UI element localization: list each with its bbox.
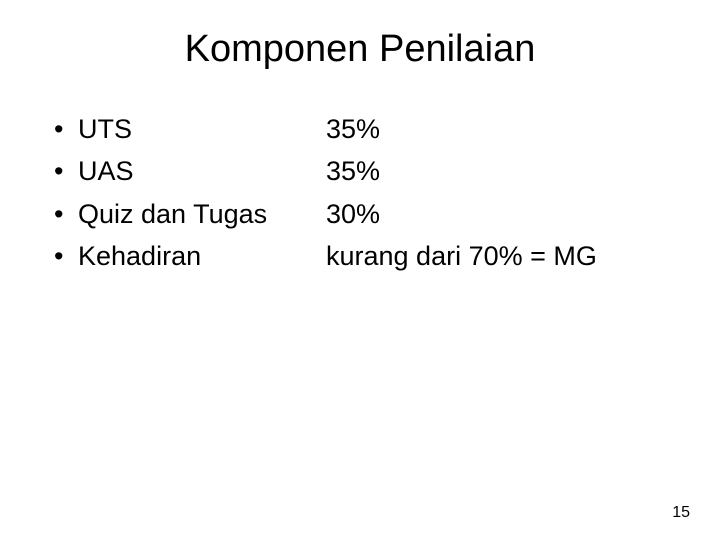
bullet-list: • UTS 35% • UAS 35% • Quiz dan Tugas 30%… (40, 111, 680, 275)
list-item: • Quiz dan Tugas 30% (50, 196, 680, 232)
list-item-value: kurang dari 70% = MG (326, 238, 680, 274)
bullet-icon: • (50, 111, 78, 147)
list-item-value: 35% (326, 153, 680, 189)
bullet-icon: • (50, 196, 78, 232)
page-number: 15 (672, 504, 690, 522)
list-item: • UTS 35% (50, 111, 680, 147)
slide: Komponen Penilaian • UTS 35% • UAS 35% •… (0, 0, 720, 540)
bullet-icon: • (50, 238, 78, 274)
list-item-label: UTS (78, 111, 326, 147)
list-item: • UAS 35% (50, 153, 680, 189)
list-item-label: Quiz dan Tugas (78, 196, 326, 232)
list-item-value: 30% (326, 196, 680, 232)
list-item-label: UAS (78, 153, 326, 189)
bullet-icon: • (50, 153, 78, 189)
list-item: • Kehadiran kurang dari 70% = MG (50, 238, 680, 274)
list-item-value: 35% (326, 111, 680, 147)
list-item-label: Kehadiran (78, 238, 326, 274)
slide-title: Komponen Penilaian (40, 28, 680, 71)
